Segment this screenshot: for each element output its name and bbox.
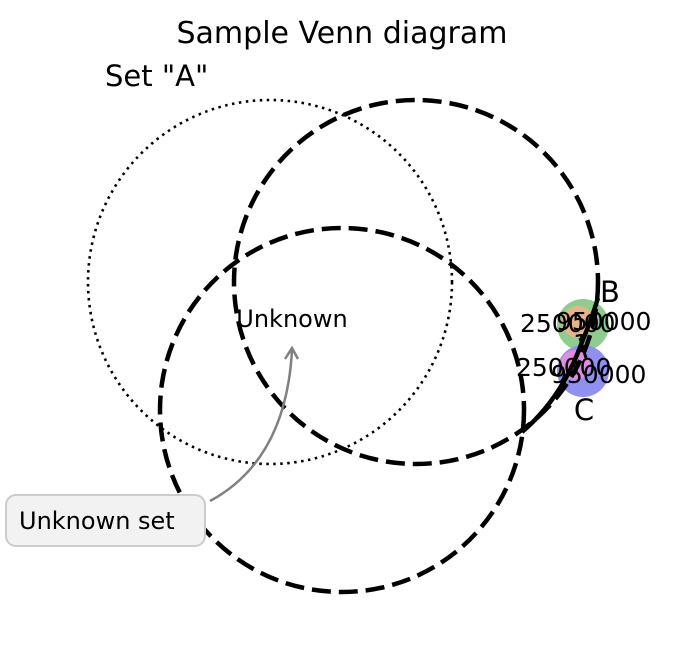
region-value-top-left: 250000 [520, 309, 615, 338]
set-c-label: C [574, 393, 594, 427]
set-c-circle [157, 225, 527, 595]
annotation-arrow [209, 349, 294, 503]
region-value-bottom-left: 250000 [516, 353, 611, 382]
region-value-top-right: 950000 [556, 307, 651, 336]
region-value-middle: 1 [573, 329, 589, 358]
connector-tick [578, 337, 588, 359]
set-a-label: Set "A" [105, 59, 208, 93]
set-a-circle [86, 98, 454, 466]
set-b-label: B [600, 275, 620, 309]
diagram-title: Sample Venn diagram [177, 16, 508, 51]
region-value-bottom-right: 950000 [551, 360, 646, 389]
connector-b-c [520, 297, 601, 434]
annotation-box [5, 494, 206, 547]
region-label-unknown: Unknown [236, 305, 347, 333]
annotation-arrowhead [283, 345, 300, 360]
annotation-text: Unknown set [19, 507, 175, 535]
set-b-circle [231, 97, 601, 467]
